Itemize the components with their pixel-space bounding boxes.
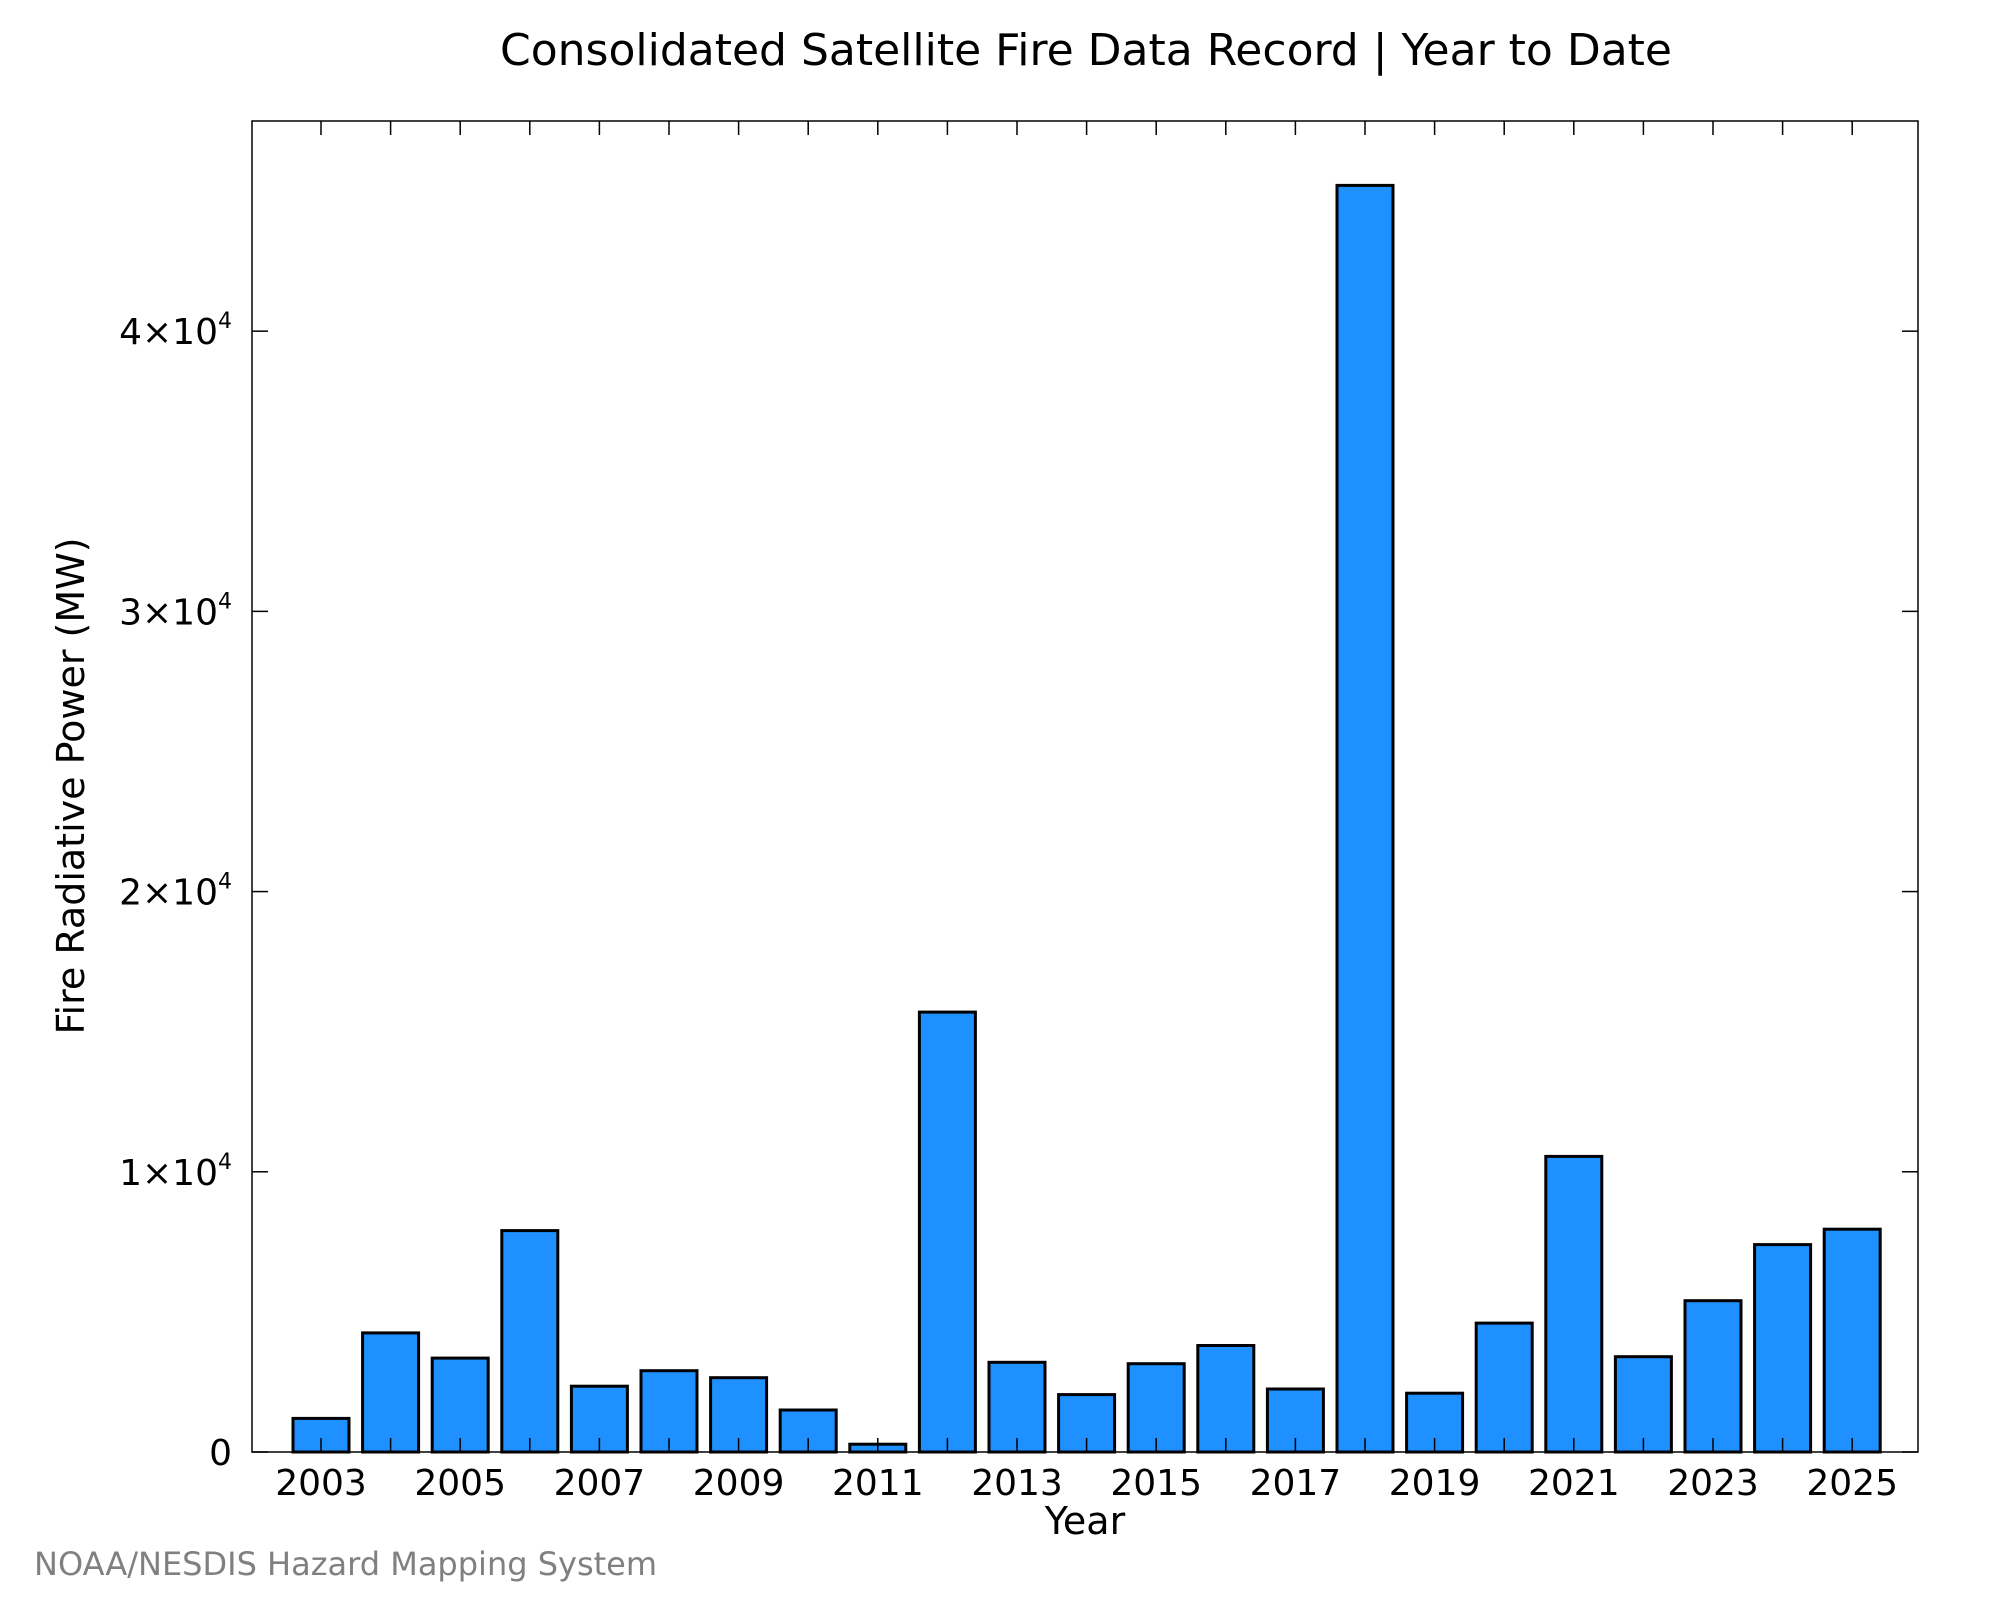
y-tick-label-10000: 1×104	[119, 1150, 232, 1194]
bar-2016	[1196, 1344, 1256, 1454]
x-tick-label-2015: 2015	[1110, 1463, 1202, 1504]
bar-2020	[1474, 1321, 1534, 1454]
bar-2005	[430, 1356, 490, 1454]
x-tick-label-2003: 2003	[275, 1463, 367, 1504]
ticks-layer: 2003 2005 2007 2009 2011 2013 2015 2017 2019 2021…	[119, 121, 1918, 1504]
bar-2024	[1753, 1243, 1813, 1454]
bar-2021	[1544, 1154, 1604, 1454]
bar-2015	[1126, 1362, 1186, 1454]
bar-2013	[987, 1360, 1047, 1454]
bars-layer	[291, 183, 1882, 1454]
x-tick-label-2011: 2011	[832, 1463, 924, 1504]
y-tick-label-0: 0	[209, 1433, 232, 1474]
bar-2018	[1335, 183, 1395, 1454]
x-tick-label-2005: 2005	[414, 1463, 506, 1504]
bar-2006	[500, 1229, 560, 1454]
x-tick-label-2019: 2019	[1389, 1463, 1481, 1504]
x-tick-label-2021: 2021	[1528, 1463, 1620, 1504]
y-axis-label: Fire Radiative Power (MW)	[49, 537, 93, 1034]
bar-2025	[1822, 1227, 1882, 1454]
x-tick-label-2007: 2007	[554, 1463, 646, 1504]
chart-title: Consolidated Satellite Fire Data Record …	[500, 25, 1672, 76]
bar-2004	[361, 1331, 421, 1454]
x-tick-label-2009: 2009	[693, 1463, 785, 1504]
bar-2023	[1683, 1299, 1743, 1454]
x-axis-label: Year	[1044, 1499, 1126, 1543]
x-tick-label-2013: 2013	[971, 1463, 1063, 1504]
plot-frame	[251, 120, 1919, 1453]
y-tick-label-30000: 3×104	[119, 589, 232, 633]
y-tick-label-20000: 2×104	[119, 870, 232, 914]
x-tick-label-2017: 2017	[1250, 1463, 1342, 1504]
bar-2012	[917, 1010, 977, 1454]
y-tick-label-40000: 4×104	[119, 309, 232, 353]
bar-2022	[1613, 1355, 1673, 1454]
x-tick-label-2023: 2023	[1667, 1463, 1759, 1504]
footer-credit: NOAA/NESDIS Hazard Mapping System	[34, 1545, 657, 1583]
x-tick-label-2025: 2025	[1806, 1463, 1898, 1504]
